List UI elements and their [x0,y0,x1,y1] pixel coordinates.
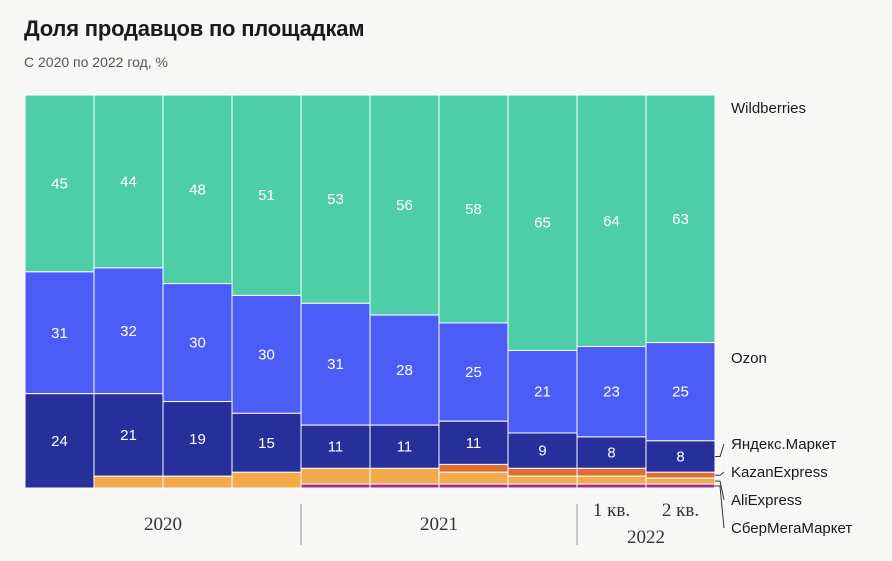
legend-leader-kazanexpress [715,471,725,476]
period-axis: 2020 2021 2022 1 кв. 2 кв. [144,500,699,548]
value-label-ozon-10: 25 [672,384,689,401]
value-label-ozon-2: 32 [120,323,137,340]
value-labels-layer: 45 31 24 44 32 21 48 30 19 51 30 15 53 31 11 56 28 11 58 25… [51,173,689,465]
bar-segment-сбермегамаркет-9 [576,483,647,489]
value-label-ozon-3: 30 [189,335,206,352]
value-label-wildberries-8: 65 [534,215,551,232]
bar-segment-яндекс-маркет-1 [24,393,95,489]
bar-segment-сбермегамаркет-6 [369,483,440,489]
bar-segment-aliexpress-4 [231,471,302,489]
value-label-яндекс-маркет-4: 15 [258,435,275,452]
value-label-wildberries-5: 53 [327,191,344,208]
bar-segment-ozon-6 [369,314,440,426]
value-label-ozon-9: 23 [603,384,620,401]
value-label-ozon-7: 25 [465,364,482,381]
value-label-wildberries-6: 56 [396,197,413,214]
value-label-яндекс-маркет-3: 19 [189,431,206,448]
period-label-3: 2022 [627,527,665,548]
bar-segment-kazanexpress-7 [438,463,509,473]
bar-segment-wildberries-7 [438,94,509,324]
value-label-ozon-1: 31 [51,325,68,342]
bar-segment-wildberries-6 [369,94,440,316]
legend-leader-сбермегамаркет [715,485,725,529]
bar-segment-wildberries-1 [24,94,95,273]
value-label-wildberries-1: 45 [51,175,68,192]
bar-segment-ozon-8 [507,349,578,434]
bar-segment-яндекс-маркет-3 [162,401,233,477]
value-label-яндекс-маркет-2: 21 [120,427,137,444]
bars-layer [24,94,716,489]
value-label-wildberries-2: 44 [120,173,137,190]
legend-leader-aliexpress [715,480,725,501]
period-label-2: 2021 [420,514,458,535]
bar-segment-kazanexpress-9 [576,467,647,477]
value-label-wildberries-10: 63 [672,211,689,228]
legend-kazanexpress: KazanExpress [731,464,828,481]
bar-segment-wildberries-10 [645,94,716,344]
bar-segment-wildberries-5 [300,94,371,304]
value-label-wildberries-4: 51 [258,187,275,204]
bar-segment-kazanexpress-8 [507,467,578,477]
bar-segment-aliexpress-5 [300,467,371,485]
value-label-яндекс-маркет-6: 11 [397,439,413,456]
chart-subtitle: С 2020 по 2022 год, % [24,54,168,70]
legend-aliexpress: AliExpress [731,492,802,509]
bar-segment-яндекс-маркет-5 [300,424,371,469]
legend-wildberries: Wildberries [731,100,806,117]
period-label-5: 2 кв. [662,500,699,521]
bar-segment-сбермегамаркет-10 [645,483,716,489]
value-label-яндекс-маркет-8: 9 [538,443,546,460]
bar-segment-яндекс-маркет-7 [438,420,509,465]
legend-сбермегамаркет: СберМегаМаркет [731,520,852,537]
value-label-ozon-8: 21 [534,384,551,401]
value-label-ozon-4: 30 [258,346,275,363]
value-label-ozon-5: 31 [327,356,344,373]
period-label-4: 1 кв. [593,500,630,521]
value-label-яндекс-маркет-1: 24 [51,433,68,450]
value-label-яндекс-маркет-5: 11 [328,439,344,456]
value-label-wildberries-9: 64 [603,213,620,230]
legend-ozon: Ozon [731,350,767,367]
bar-segment-aliexpress-6 [369,467,440,485]
bar-segment-kazanexpress-10 [645,471,716,479]
value-label-wildberries-7: 58 [465,201,482,218]
value-label-ozon-6: 28 [396,362,413,379]
bar-segment-сбермегамаркет-5 [300,483,371,489]
bar-segment-aliexpress-3 [162,475,233,489]
bar-segment-aliexpress-2 [93,475,164,489]
bar-segment-wildberries-8 [507,94,578,351]
bar-segment-яндекс-маркет-4 [231,412,302,473]
value-label-яндекс-маркет-10: 8 [676,449,684,466]
chart-title: Доля продавцов по площадкам [24,16,365,41]
bar-segment-aliexpress-10 [645,477,716,485]
value-label-wildberries-3: 48 [189,181,206,198]
bar-segment-ozon-4 [231,294,302,414]
bar-segment-aliexpress-7 [438,471,509,485]
bar-segment-aliexpress-9 [576,475,647,485]
legend-яндекс-маркет: Яндекс.Маркет [731,436,837,453]
bar-segment-сбермегамаркет-8 [507,483,578,489]
period-label-1: 2020 [144,514,182,535]
bar-segment-ozon-5 [300,302,371,426]
value-label-яндекс-маркет-7: 11 [466,435,482,452]
bar-segment-сбермегамаркет-7 [438,483,509,489]
bar-segment-aliexpress-8 [507,475,578,485]
legend: Wildberries Ozon Яндекс.Маркет KazanExpress… [715,100,852,537]
value-label-яндекс-маркет-9: 8 [607,445,615,462]
legend-leader-яндекс-маркет [715,443,725,458]
bar-segment-ozon-7 [438,322,509,422]
